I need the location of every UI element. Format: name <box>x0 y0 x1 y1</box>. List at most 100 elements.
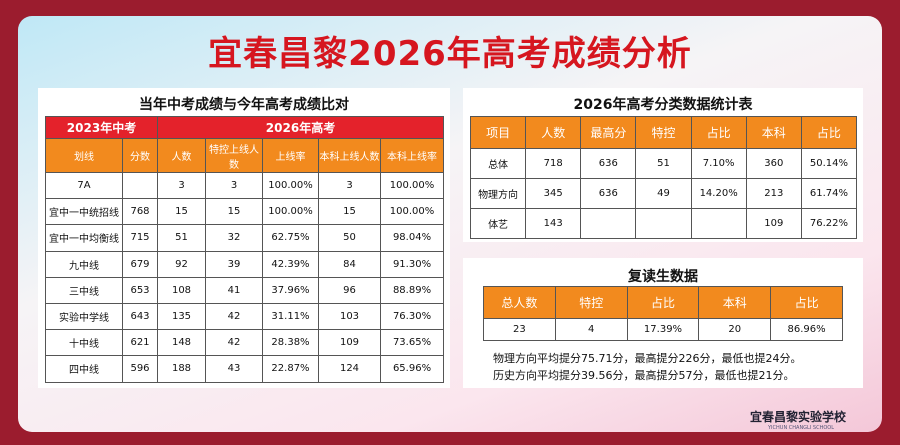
cell: 51 <box>635 148 692 179</box>
cell: 42 <box>205 329 263 357</box>
cell: 42.39% <box>262 250 319 278</box>
cell: 213 <box>745 178 802 209</box>
cell: 3 <box>318 171 381 200</box>
cell: 总人数 <box>483 286 556 319</box>
school-name-en: YICHUN CHANGLI SCHOOL <box>768 425 834 431</box>
cell: 四中线 <box>45 355 123 383</box>
cell: 65.96% <box>379 355 445 383</box>
cell: 109 <box>318 329 381 357</box>
cell: 61.74% <box>800 178 858 209</box>
cell: 596 <box>122 355 158 383</box>
cell: 653 <box>122 276 158 304</box>
row: 2023年中考 2026年高考 <box>45 116 445 139</box>
stats-panel: 2026年高考分类数据统计表 项目 人数 最高分 特控 占比 本科 占比 总体 718 636 51… <box>463 88 863 242</box>
cell: 17.39% <box>626 318 700 341</box>
row: 十中线 621 148 42 28.38% 109 73.65% <box>45 329 445 357</box>
title: 宜春昌黎2026年高考成绩分析 <box>208 34 692 74</box>
row: 7A 3 3 100.00% 3 100.00% <box>45 171 445 200</box>
row: 划线 分数 人数 特控上线人数 上线率 本科上线人数 本科上线率 <box>45 138 445 173</box>
cell: 最高分 <box>580 116 637 149</box>
cell: 23 <box>483 318 556 341</box>
cell: 49 <box>635 178 692 209</box>
cell: 50 <box>318 224 381 252</box>
cell: 实验中学线 <box>45 302 123 331</box>
cell: 768 <box>122 198 158 226</box>
cell: 636 <box>580 178 637 209</box>
row: 总体 718 636 51 7.10% 360 50.14% <box>469 148 858 179</box>
cell <box>635 208 692 239</box>
cell: 2023年中考 <box>45 116 158 139</box>
cell: 100.00% <box>262 171 319 200</box>
cell: 76.30% <box>379 302 445 331</box>
table-title: 复读生数据 <box>628 269 698 285</box>
cell: 14.20% <box>690 178 747 209</box>
row: 宜中一中均衡线 715 51 32 62.75% 50 98.04% <box>45 224 445 252</box>
cell: 62.75% <box>262 224 319 252</box>
cell: 7A <box>45 171 123 200</box>
cell: 148 <box>157 329 206 357</box>
cell: 本科上线率 <box>379 138 445 173</box>
cell: 上线率 <box>262 138 319 173</box>
cell: 636 <box>580 148 637 179</box>
cell: 占比 <box>770 286 843 319</box>
cell: 20 <box>698 318 772 341</box>
cell: 345 <box>525 178 582 209</box>
cell <box>690 208 747 239</box>
cell: 十中线 <box>45 329 123 357</box>
cell: 124 <box>318 355 381 383</box>
school-name: 宜春昌黎实验学校 <box>750 410 847 424</box>
cell: 39 <box>205 250 263 278</box>
row: 四中线 596 188 43 22.87% 124 65.96% <box>45 355 445 383</box>
cell: 715 <box>122 224 158 252</box>
cell: 143 <box>525 208 582 239</box>
cell: 96 <box>318 276 381 304</box>
cell: 92 <box>157 250 206 278</box>
cell: 643 <box>122 302 158 331</box>
cell: 91.30% <box>379 250 445 278</box>
cell: 100.00% <box>379 171 445 200</box>
cell: 86.96% <box>770 318 843 341</box>
row: 三中线 653 108 41 37.96% 96 88.89% <box>45 276 445 304</box>
cell: 本科 <box>745 116 802 149</box>
cell: 37.96% <box>262 276 319 304</box>
cell: 43 <box>205 355 263 383</box>
cell: 4 <box>554 318 628 341</box>
cell: 73.65% <box>379 329 445 357</box>
cell: 人数 <box>157 138 206 173</box>
table-title: 当年中考成绩与今年高考成绩比对 <box>139 97 349 113</box>
cell: 718 <box>525 148 582 179</box>
note: 物理方向平均提分75.71分，最高提分226分，最低也提24分。 <box>493 352 802 365</box>
cell: 32 <box>205 224 263 252</box>
row: 物理方向 345 636 49 14.20% 213 61.74% <box>469 178 858 209</box>
cell: 宜中一中均衡线 <box>45 224 123 252</box>
stats-table: 项目 人数 最高分 特控 占比 本科 占比 总体 718 636 51 7.10% 360 50.14% 物… <box>469 116 858 239</box>
cell: 188 <box>157 355 206 383</box>
cell: 84 <box>318 250 381 278</box>
cell <box>122 171 158 200</box>
cell: 679 <box>122 250 158 278</box>
cell: 特控 <box>635 116 692 149</box>
cell: 88.89% <box>379 276 445 304</box>
cell: 占比 <box>800 116 858 149</box>
cell: 3 <box>205 171 263 200</box>
cell: 3 <box>157 171 206 200</box>
cell: 22.87% <box>262 355 319 383</box>
cell: 项目 <box>469 116 527 149</box>
cell: 41 <box>205 276 263 304</box>
cell: 108 <box>157 276 206 304</box>
cell: 九中线 <box>45 250 123 278</box>
repeat-panel: 复读生数据 总人数 特控 占比 本科 占比 23 4 17.39% 20 86.96% 物理方向平… <box>463 258 863 388</box>
cell: 15 <box>205 198 263 226</box>
cell: 2026年高考 <box>156 116 445 139</box>
row: 总人数 特控 占比 本科 占比 <box>483 286 843 319</box>
row: 九中线 679 92 39 42.39% 84 91.30% <box>45 250 445 278</box>
cell: 7.10% <box>690 148 747 179</box>
cell: 体艺 <box>469 208 527 239</box>
cell: 50.14% <box>800 148 858 179</box>
cell: 42 <box>205 302 263 331</box>
cell: 103 <box>318 302 381 331</box>
row: 实验中学线 643 135 42 31.11% 103 76.30% <box>45 302 445 331</box>
cell: 划线 <box>45 138 123 173</box>
left-table: 2023年中考 2026年高考 划线 分数 人数 特控上线人数 上线率 本科上线人数 本科上线率… <box>45 116 445 383</box>
